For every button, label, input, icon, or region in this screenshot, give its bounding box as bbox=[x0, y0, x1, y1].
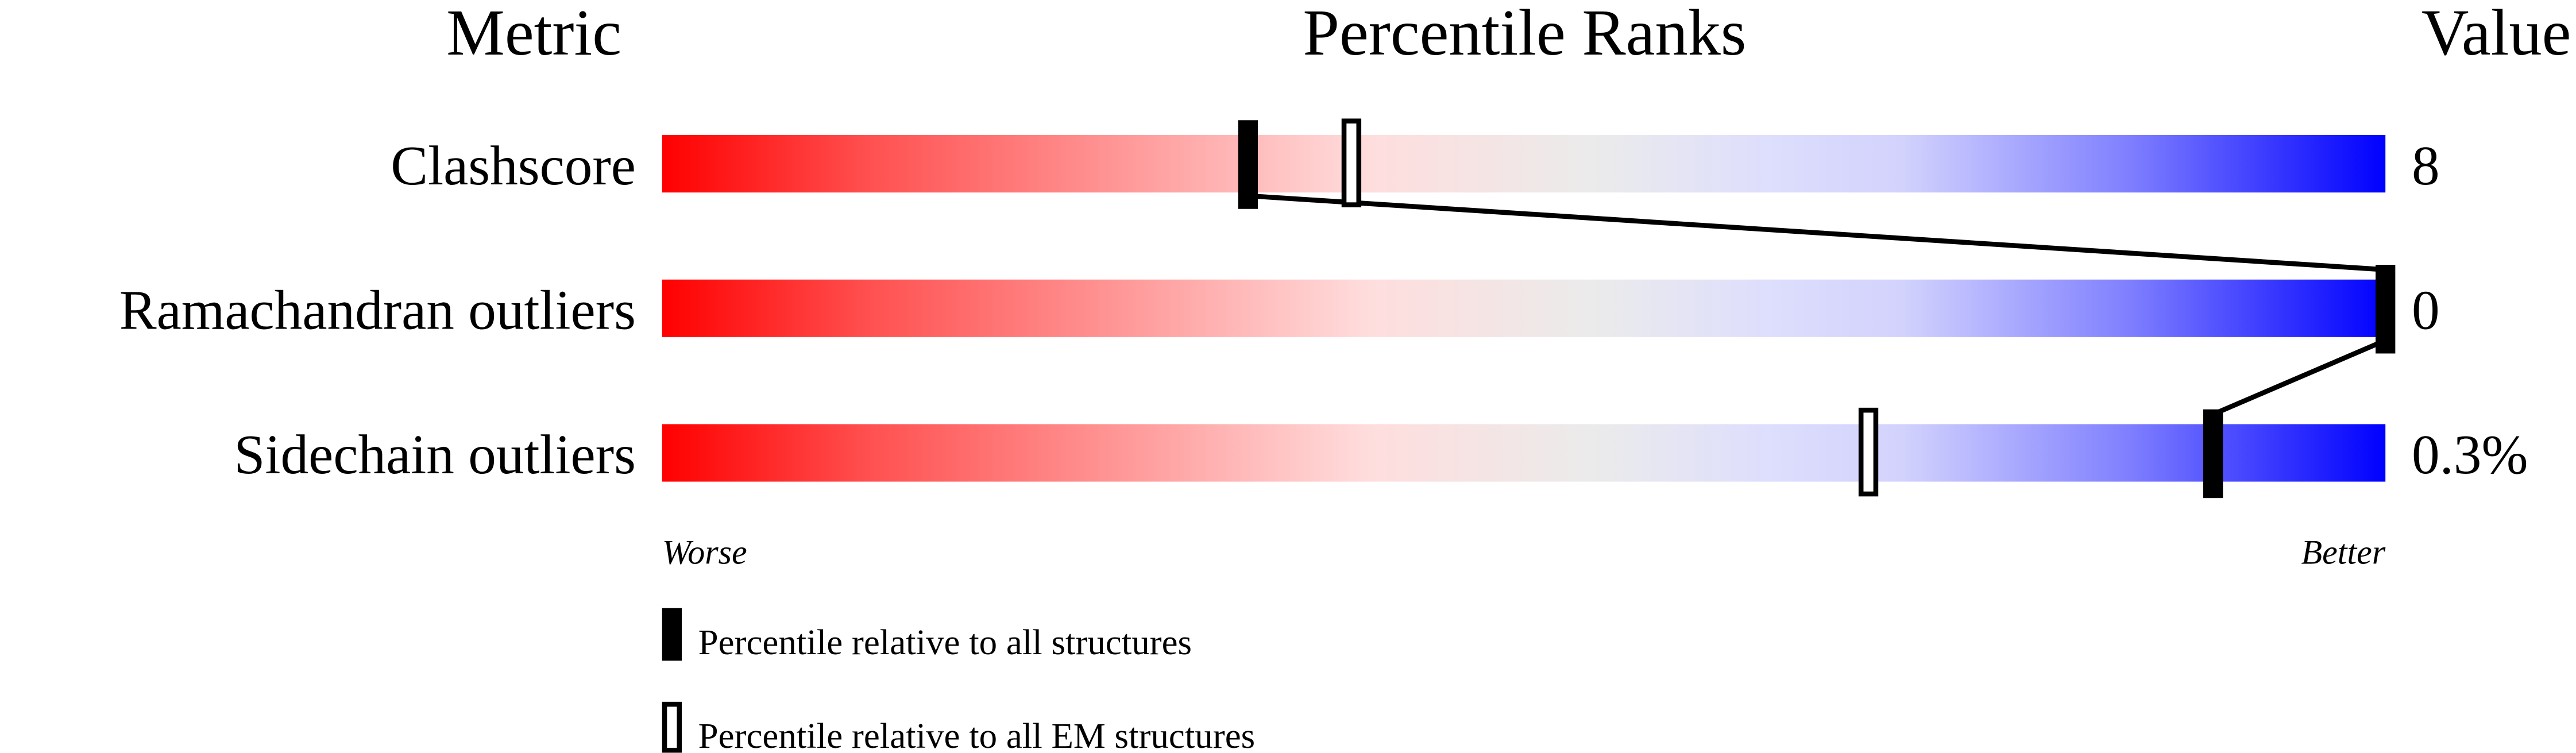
legend-all-structures: Percentile relative to all structures bbox=[698, 622, 1192, 662]
legend-em-structures: Percentile relative to all EM structures bbox=[698, 716, 1255, 753]
marker-em-clashscore bbox=[1341, 118, 1362, 207]
bar-ramachandran-outliers bbox=[662, 279, 2386, 337]
marker-all-ramachandran-outliers bbox=[2376, 264, 2396, 354]
worse-label: Worse bbox=[662, 533, 747, 571]
header-percentile-ranks: Percentile Ranks bbox=[1303, 0, 1746, 69]
label-sidechain-outliers: Sidechain outliers bbox=[234, 424, 636, 486]
label-clashscore: Clashscore bbox=[391, 135, 636, 197]
header-metric: Metric bbox=[446, 0, 621, 69]
marker-em-sidechain-outliers bbox=[1858, 407, 1879, 497]
legend-open-marker bbox=[662, 701, 682, 753]
bar-sidechain-outliers bbox=[662, 424, 2386, 482]
label-ramachandran-outliers: Ramachandran outliers bbox=[119, 280, 636, 342]
header-value: Value bbox=[2421, 0, 2571, 69]
marker-all-sidechain-outliers bbox=[2203, 409, 2223, 499]
better-label: Better bbox=[2301, 533, 2385, 571]
value-clashscore: 8 bbox=[2412, 135, 2440, 197]
marker-all-clashscore bbox=[1238, 120, 1258, 209]
value-ramachandran-outliers: 0 bbox=[2412, 280, 2440, 342]
legend-filled-marker bbox=[662, 608, 682, 661]
value-sidechain-outliers: 0.3% bbox=[2412, 424, 2528, 486]
bar-clashscore bbox=[662, 135, 2386, 193]
